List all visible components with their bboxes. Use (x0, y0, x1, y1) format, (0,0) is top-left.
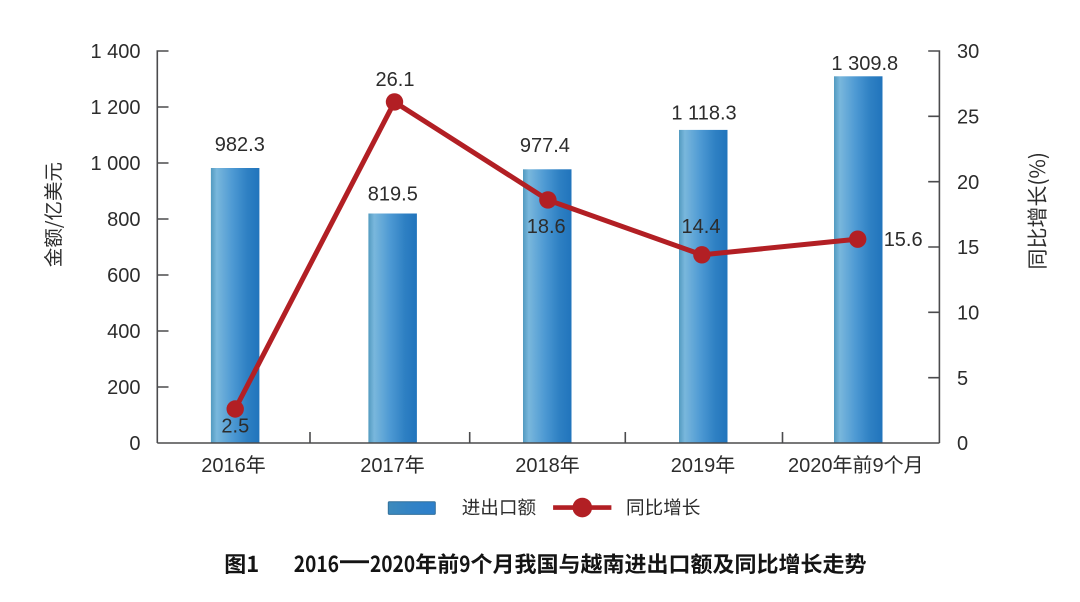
svg-text:14.4: 14.4 (682, 216, 721, 238)
svg-text:1 000: 1 000 (90, 153, 140, 175)
svg-text:1 400: 1 400 (90, 41, 140, 63)
svg-text:2019: 2019 (671, 455, 716, 477)
svg-text:2018: 2018 (515, 455, 560, 477)
svg-text:26.1: 26.1 (376, 69, 415, 91)
svg-text:1 309.8: 1 309.8 (831, 53, 898, 75)
svg-text:600: 600 (107, 265, 140, 287)
svg-text:10: 10 (957, 303, 979, 325)
svg-text:200: 200 (107, 377, 140, 399)
svg-text:15: 15 (957, 237, 979, 259)
svg-text:25: 25 (957, 107, 979, 129)
svg-text:0: 0 (957, 433, 968, 455)
svg-text:30: 30 (957, 41, 979, 63)
svg-text:0: 0 (129, 433, 140, 455)
svg-text:800: 800 (107, 209, 140, 231)
svg-text:9: 9 (873, 455, 884, 477)
svg-text:2017: 2017 (360, 455, 405, 477)
svg-text:1 200: 1 200 (90, 97, 140, 119)
svg-text:819.5: 819.5 (368, 184, 418, 206)
svg-text:1 118.3: 1 118.3 (671, 102, 736, 124)
svg-text:5: 5 (957, 368, 968, 390)
svg-text:2020: 2020 (788, 455, 833, 477)
svg-text:400: 400 (107, 321, 140, 343)
svg-text:15.6: 15.6 (884, 229, 923, 251)
svg-text:2016: 2016 (201, 455, 246, 477)
svg-text:18.6: 18.6 (527, 216, 566, 238)
svg-text:977.4: 977.4 (520, 135, 570, 157)
svg-text:982.3: 982.3 (215, 134, 265, 156)
svg-text:20: 20 (957, 172, 979, 194)
svg-text:2.5: 2.5 (221, 415, 249, 437)
